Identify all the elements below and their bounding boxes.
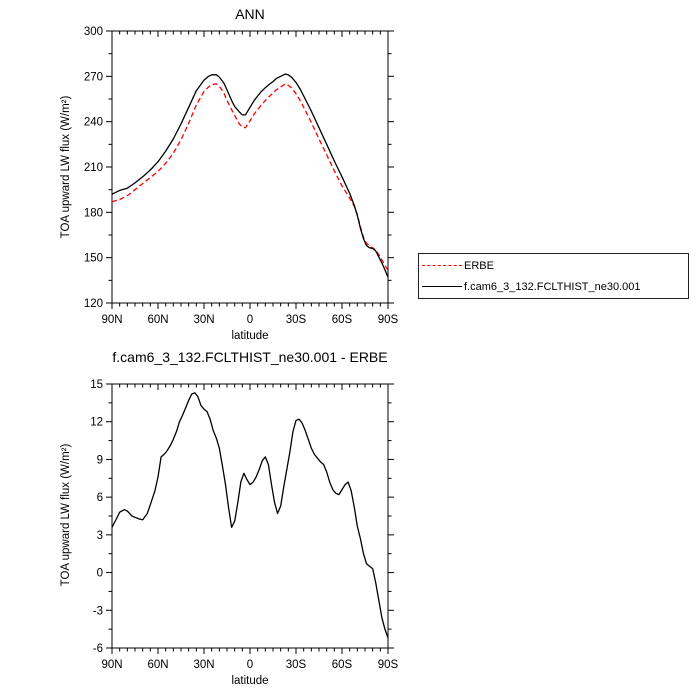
panel-1: 90N 60N 30N 0 30S 60S 90S 300 270 240 210 180 150 120 (84, 26, 399, 326)
y-tick-label: 210 (84, 162, 103, 174)
x-tick-label: 60S (332, 659, 353, 671)
y-tick-label: 180 (84, 207, 103, 219)
x-tick-label: 90N (101, 314, 122, 326)
y-tick-label: 15 (90, 379, 103, 391)
y-tick-label: 150 (84, 253, 103, 265)
bottom-chart-x-axis-label: latitude (231, 675, 269, 687)
legend-box: ERBE f.cam6_3_132.FCLTHIST_ne30.001 (418, 253, 689, 299)
y-tick-label: 6 (97, 492, 103, 504)
legend-entry-erbe: ERBE (419, 255, 688, 276)
curve-erbe (111, 83, 389, 271)
x-tick-label: 30N (193, 659, 214, 671)
bottom-chart-title: f.cam6_3_132.FCLTHIST_ne30.001 - ERBE (112, 349, 388, 365)
y-tick-label: 120 (84, 298, 103, 310)
x-tick-label: 60N (147, 314, 168, 326)
x-tick-label: 60N (147, 659, 168, 671)
x-tick-label: 0 (247, 659, 253, 671)
y-tick-label: 300 (84, 26, 103, 38)
x-tick-label: 30S (286, 314, 307, 326)
top-chart-title: ANN (235, 6, 265, 22)
y-tick-label: 9 (97, 454, 103, 466)
legend-label-erbe: ERBE (464, 259, 494, 272)
y-tick-label: -6 (93, 643, 103, 655)
erbe-dashed-line-swatch (422, 265, 462, 266)
top-chart-y-axis-label: TOA upward LW flux (W/m²) (60, 95, 72, 239)
x-tick-label: 30N (193, 314, 214, 326)
curve-model (111, 73, 389, 278)
plot-frame (111, 383, 389, 649)
y-tick-label: 240 (84, 117, 103, 129)
x-tick-label: 30S (286, 659, 307, 671)
x-tick-label: 0 (247, 314, 253, 326)
x-tick-label: 90S (378, 659, 399, 671)
curve-difference (111, 392, 389, 639)
model-solid-line-swatch (422, 286, 462, 287)
y-tick-label: 270 (84, 71, 103, 83)
y-tick-label: -3 (93, 605, 103, 617)
y-tick-label: 0 (97, 568, 103, 580)
top-chart-x-axis-label: latitude (231, 330, 269, 342)
legend-entry-model: f.cam6_3_132.FCLTHIST_ne30.001 (419, 276, 688, 297)
x-tick-label: 90N (101, 659, 122, 671)
y-tick-label: 3 (97, 530, 103, 542)
y-tick-label: 12 (90, 417, 103, 429)
legend-label-model: f.cam6_3_132.FCLTHIST_ne30.001 (464, 280, 641, 293)
x-tick-label: 90S (378, 314, 399, 326)
panel-2: 90N 60N 30N 0 30S 60S 90S 15 12 9 6 3 0 -3 -6 (90, 379, 398, 671)
bottom-chart-y-axis-label: TOA upward LW flux (W/m²) (60, 443, 72, 587)
x-tick-label: 60S (332, 314, 353, 326)
